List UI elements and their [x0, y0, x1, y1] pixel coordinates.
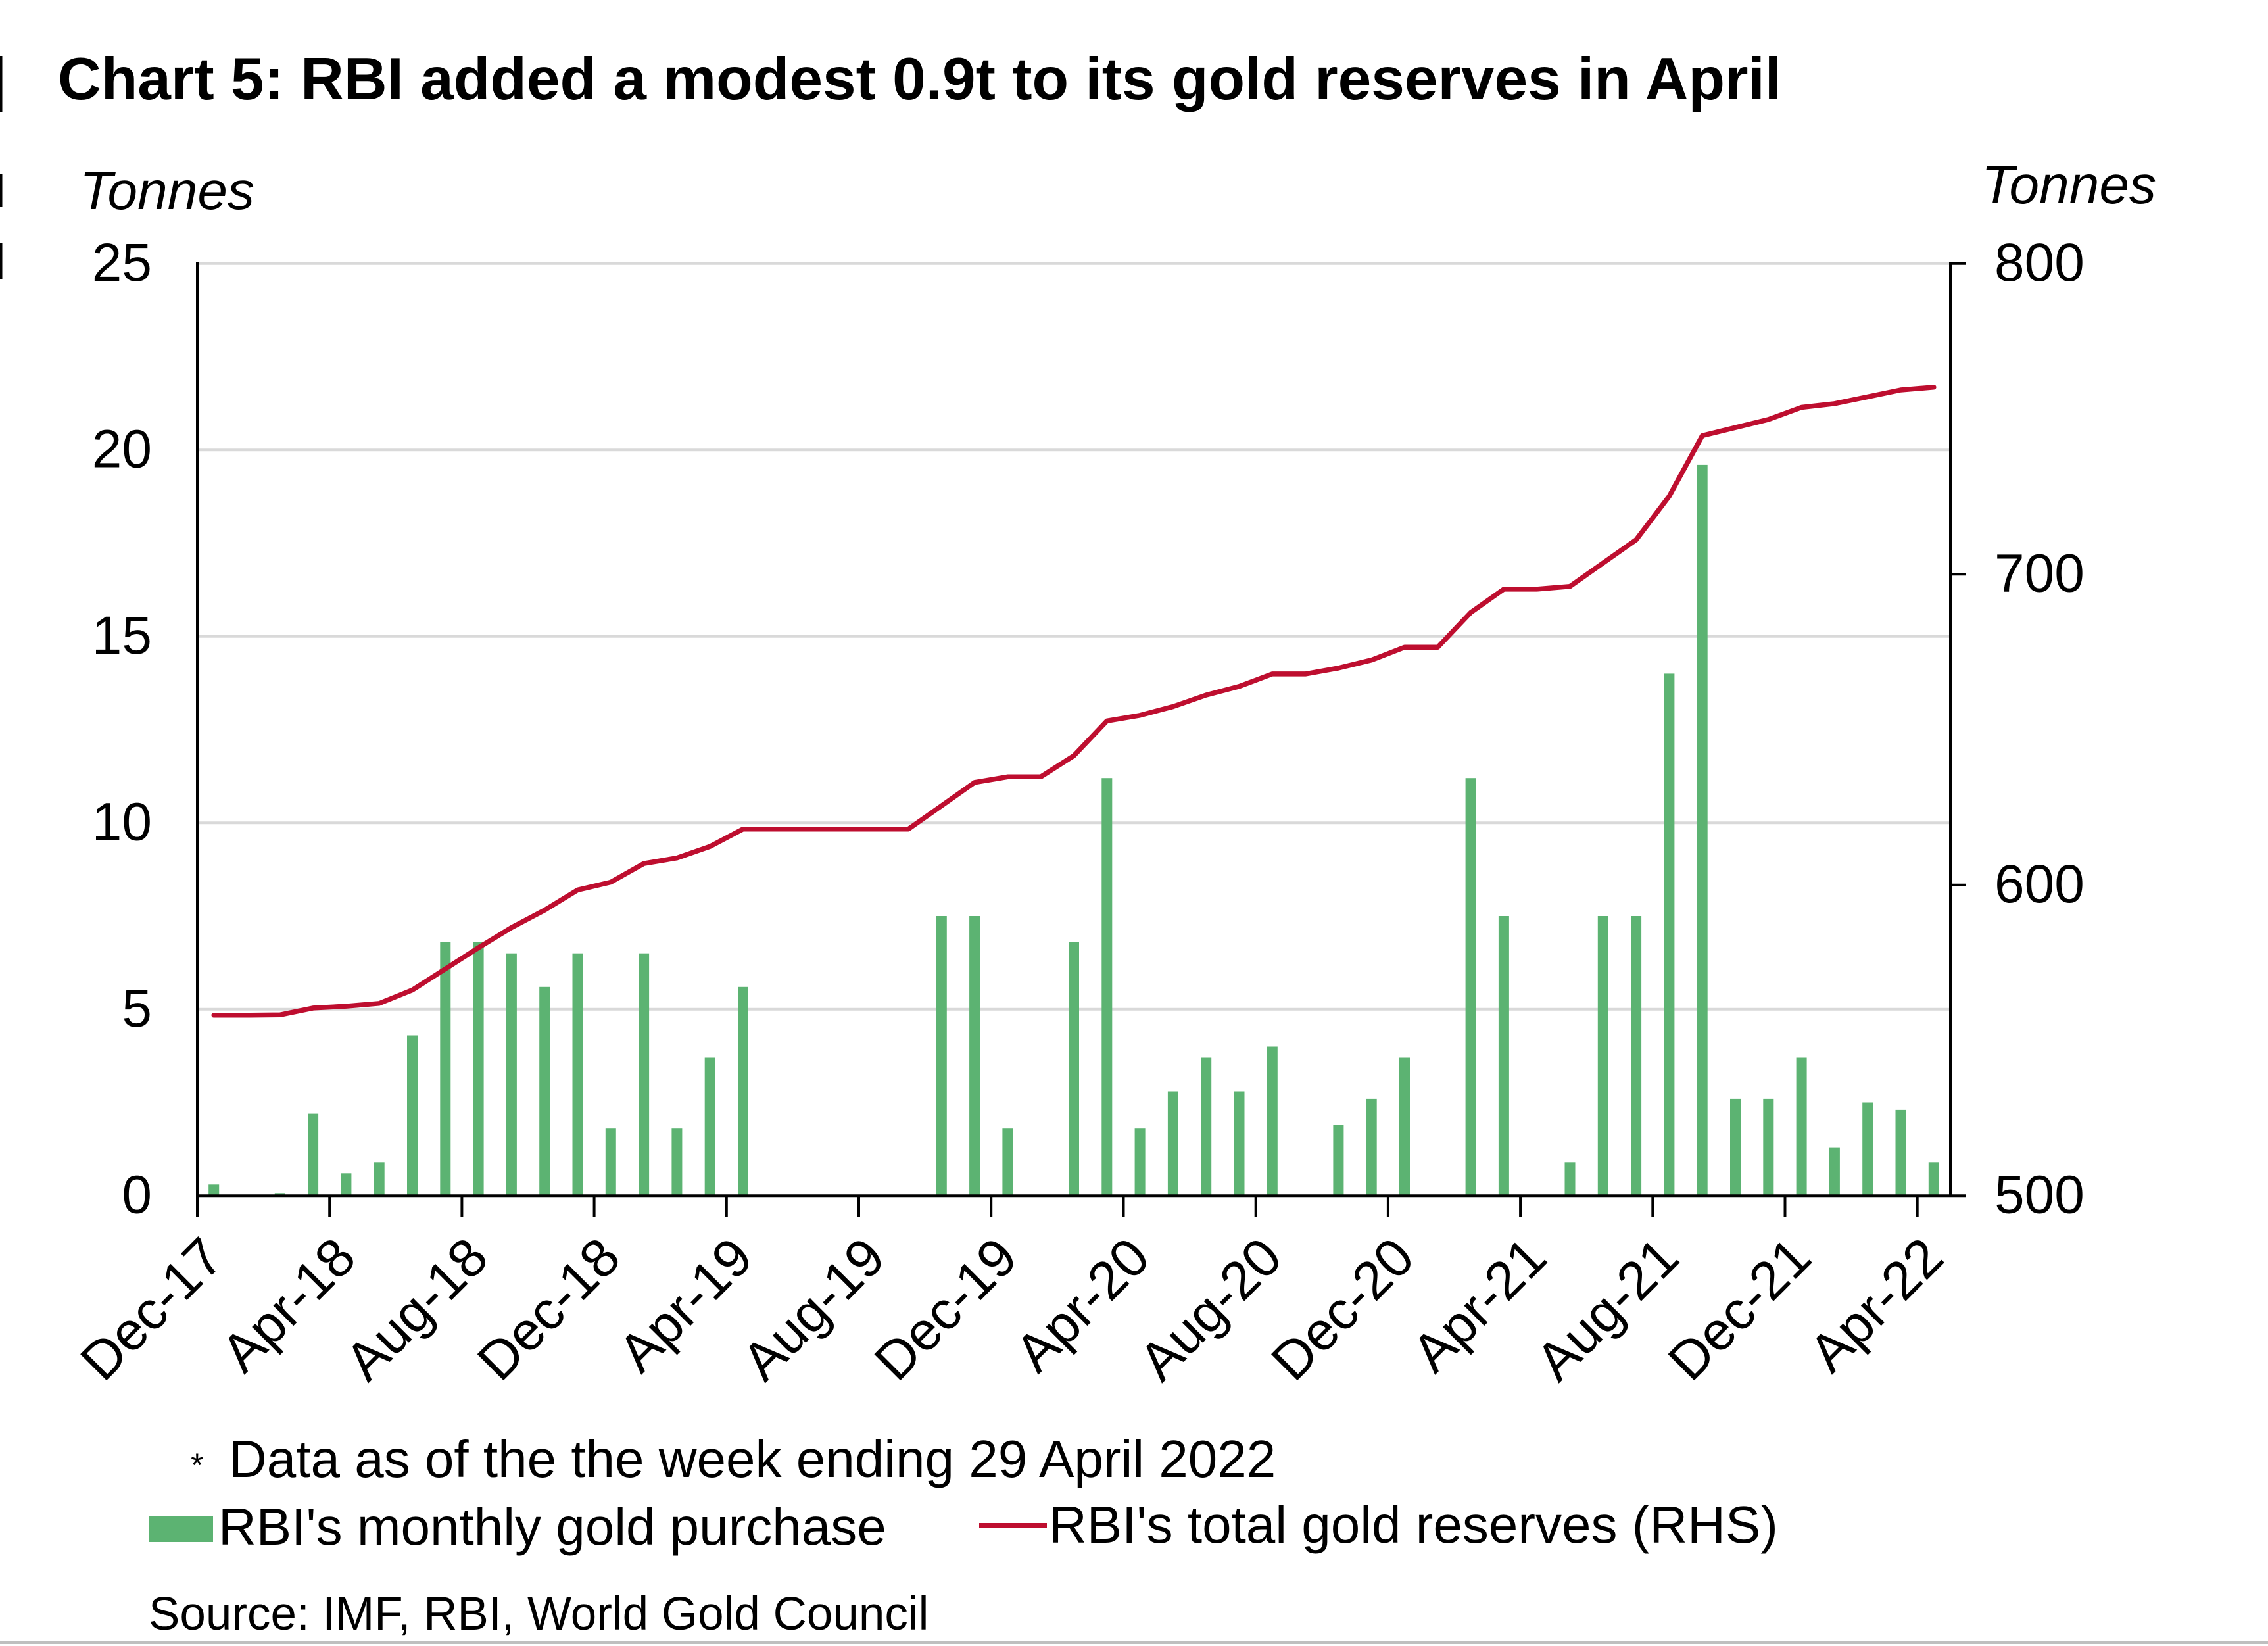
svg-text:5: 5: [122, 979, 152, 1038]
svg-text:10: 10: [92, 792, 152, 852]
svg-text:700: 700: [1994, 543, 2085, 603]
svg-text:600: 600: [1994, 854, 2085, 914]
svg-text:0: 0: [122, 1165, 152, 1224]
svg-text:*: *: [191, 1447, 203, 1484]
svg-text:Chart 5: RBI added a modest 0.: Chart 5: RBI added a modest 0.9t to its …: [58, 46, 1781, 112]
svg-text:Data as of the the week ending: Data as of the the week ending 29 April …: [229, 1430, 1276, 1488]
svg-text:RBI's monthly gold purchase: RBI's monthly gold purchase: [218, 1497, 886, 1556]
svg-text:800: 800: [1994, 233, 2085, 293]
svg-text:Tonnes: Tonnes: [80, 161, 254, 221]
svg-text:Tonnes: Tonnes: [1981, 155, 2156, 215]
svg-text:25: 25: [92, 233, 152, 293]
svg-text:500: 500: [1994, 1165, 2085, 1224]
svg-text:20: 20: [92, 419, 152, 479]
svg-text:Source: IMF, RBI, World Gold C: Source: IMF, RBI, World Gold Council: [149, 1588, 929, 1640]
svg-text:15: 15: [92, 606, 152, 666]
svg-text:RBI's total gold reserves (RHS: RBI's total gold reserves (RHS): [1049, 1495, 1778, 1554]
